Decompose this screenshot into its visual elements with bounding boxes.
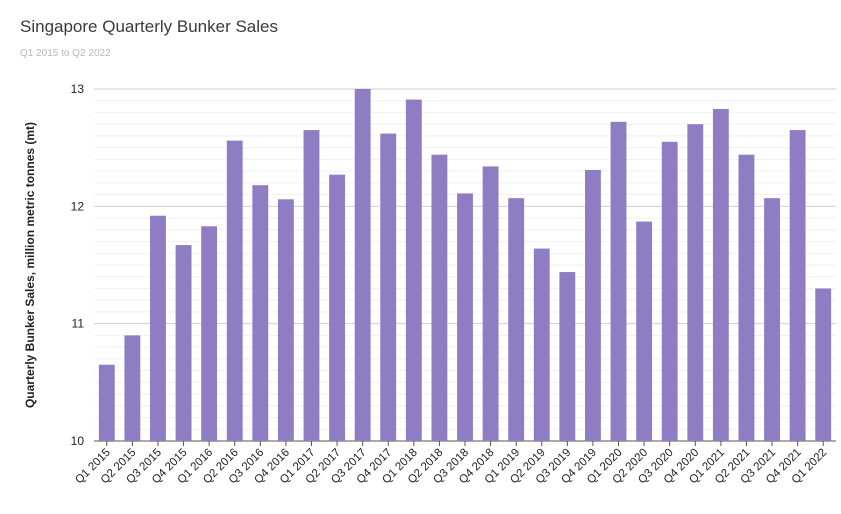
y-tick-label: 10	[71, 434, 85, 448]
bar	[584, 169, 601, 441]
bar	[789, 130, 806, 442]
bar	[252, 185, 269, 441]
chart-subtitle: Q1 2015 to Q2 2022	[20, 48, 111, 59]
bar	[661, 141, 678, 442]
bar	[354, 89, 371, 441]
bar	[277, 199, 294, 441]
bar	[482, 166, 499, 441]
bar	[764, 198, 780, 441]
bar	[687, 124, 704, 441]
bar	[124, 335, 141, 441]
y-tick-label: 11	[72, 317, 85, 331]
bar	[533, 248, 550, 441]
bars	[98, 89, 832, 442]
bar	[303, 130, 320, 442]
bar	[610, 121, 627, 441]
bar	[98, 364, 115, 441]
chart-title: Singapore Quarterly Bunker Sales	[20, 17, 278, 36]
bar	[405, 99, 422, 441]
y-axis-ticks: 10 11 12 13	[71, 82, 85, 448]
y-axis-label: Quarterly Bunker Sales, million metric t…	[23, 122, 37, 408]
y-tick-label: 12	[71, 199, 85, 213]
bar	[457, 193, 473, 441]
bar	[559, 272, 576, 441]
bar	[431, 154, 448, 441]
y-tick-label: 13	[71, 82, 85, 96]
bar	[201, 226, 218, 441]
bar	[636, 221, 653, 441]
bar	[380, 133, 397, 441]
bar	[226, 140, 243, 442]
bar	[815, 288, 832, 441]
bar	[150, 215, 166, 441]
bar	[712, 108, 729, 442]
bar	[329, 174, 346, 442]
bar	[738, 154, 755, 441]
bar	[175, 245, 192, 441]
bar	[508, 198, 525, 441]
